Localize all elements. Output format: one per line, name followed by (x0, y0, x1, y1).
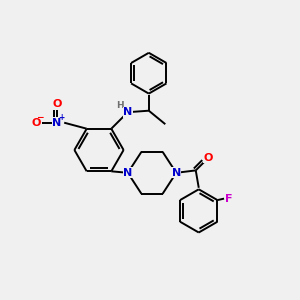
Text: N: N (52, 118, 61, 128)
Text: O: O (32, 118, 41, 128)
Text: −: − (37, 113, 44, 122)
Text: N: N (123, 168, 132, 178)
Text: N: N (123, 107, 132, 117)
Text: H: H (116, 101, 124, 110)
Text: +: + (58, 113, 64, 122)
Text: O: O (52, 99, 62, 109)
Text: F: F (225, 194, 232, 204)
Text: N: N (172, 168, 181, 178)
Text: O: O (204, 152, 213, 163)
